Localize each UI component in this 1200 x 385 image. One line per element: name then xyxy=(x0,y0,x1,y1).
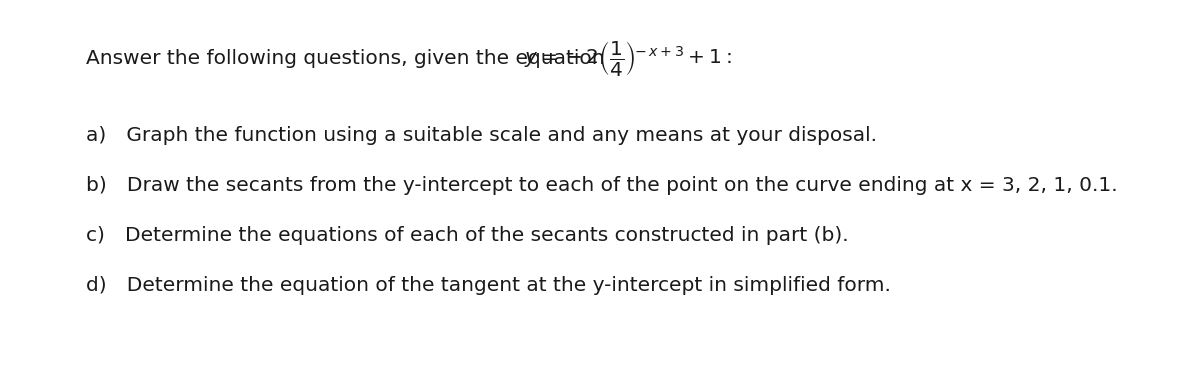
Text: b) Draw the secants from the y-intercept to each of the point on the curve endin: b) Draw the secants from the y-intercept… xyxy=(86,176,1118,194)
Text: Answer the following questions, given the equation: Answer the following questions, given th… xyxy=(86,49,612,67)
Text: d) Determine the equation of the tangent at the y-intercept in simplified form.: d) Determine the equation of the tangent… xyxy=(86,276,892,295)
Text: a) Graph the function using a suitable scale and any means at your disposal.: a) Graph the function using a suitable s… xyxy=(86,126,877,144)
Text: c) Determine the equations of each of the secants constructed in part (b).: c) Determine the equations of each of th… xyxy=(86,226,850,244)
Text: $y = -2\left(\dfrac{1}{4}\right)^{\!\!-x+3} + 1:$: $y = -2\left(\dfrac{1}{4}\right)^{\!\!-x… xyxy=(524,38,732,77)
